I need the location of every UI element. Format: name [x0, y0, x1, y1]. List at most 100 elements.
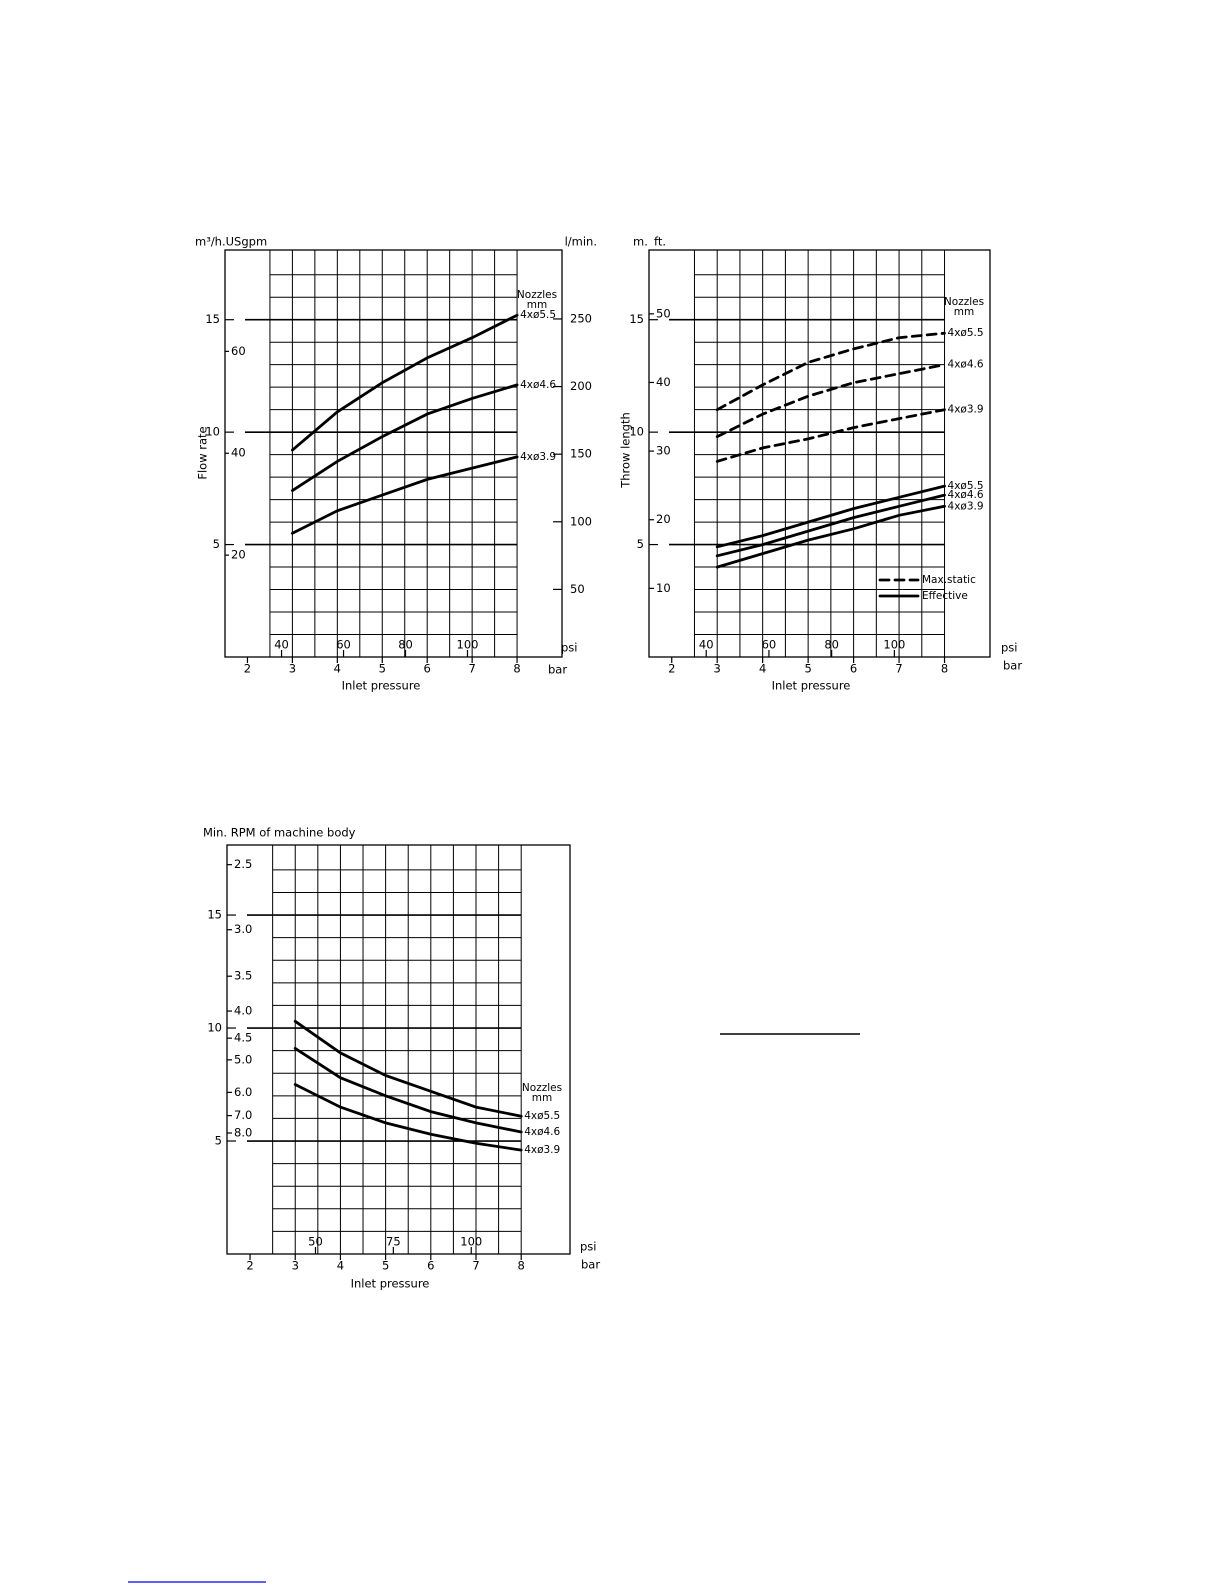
y-tick-label: 5 — [213, 537, 220, 551]
plot-frame — [224, 249, 563, 658]
x-tick-label: 4 — [759, 662, 766, 676]
chart: 5 10 15 2.5 3.0 3.5 4.0 4.5 5.0 6.0 7.0 8.0 2 3 4 5 6 7 8 5… — [203, 826, 600, 1291]
series-label: 4xø4.6 — [948, 359, 984, 371]
series-line — [715, 363, 946, 439]
x-axis-label: Inlet pressure — [342, 679, 421, 693]
x-tick-label: 6 — [850, 662, 857, 676]
x-tick-label: 2 — [246, 1259, 253, 1273]
series-label: 4xø3.9 — [948, 500, 984, 512]
y2-tick-label: 7.0 — [234, 1108, 252, 1122]
y2-unit: l/min. — [565, 235, 597, 249]
nozzles-title: Nozzles — [522, 1082, 562, 1094]
y2-tick-label: 50 — [570, 582, 585, 596]
x-tick-label: 3 — [714, 662, 721, 676]
nozzles-unit: mm — [527, 299, 547, 311]
y3-tick-label: 40 — [231, 446, 246, 460]
series-label: 4xø3.9 — [524, 1144, 560, 1156]
y3-tick-label: 60 — [231, 344, 246, 358]
x2-tick-label: 80 — [824, 638, 839, 652]
x-tick-label: 7 — [895, 662, 902, 676]
x-tick-label: 7 — [468, 662, 475, 676]
nozzles-unit: mm — [954, 306, 974, 318]
x-tick-label: 8 — [513, 662, 520, 676]
series-label: 4xø5.5 — [520, 309, 556, 321]
x-unit: bar — [1003, 659, 1022, 673]
x-unit: bar — [548, 663, 567, 677]
plot-frame — [648, 249, 991, 658]
nozzles-title: Nozzles — [944, 296, 984, 308]
y2-tick-label: 50 — [656, 306, 671, 320]
x-tick-label: 2 — [668, 662, 675, 676]
series-label: 4xø5.5 — [524, 1110, 560, 1122]
x-tick-label: 5 — [379, 662, 386, 676]
y-tick-label: 5 — [215, 1134, 222, 1148]
y-unit: m. — [633, 235, 648, 249]
x-tick-label: 4 — [337, 1259, 344, 1273]
x-tick-label: 5 — [382, 1259, 389, 1273]
y2-tick-label: 20 — [656, 512, 671, 526]
series-label: 4xø5.5 — [948, 480, 984, 492]
y2-tick-label: 2.5 — [234, 857, 252, 871]
chart-title: Min. RPM of machine body — [203, 826, 356, 840]
x2-unit: psi — [580, 1240, 597, 1254]
y-unit: m³/h.USgpm — [195, 235, 267, 249]
y2-tick-label: 250 — [570, 311, 592, 325]
y-tick-label: 10 — [205, 425, 220, 439]
nozzles-title: Nozzles — [517, 289, 557, 301]
series-line — [293, 1019, 523, 1118]
series-line — [290, 383, 519, 493]
y2-tick-label: 40 — [656, 375, 671, 389]
y-tick-label: 15 — [205, 312, 220, 326]
series-line — [290, 313, 519, 452]
y-tick-label: 15 — [207, 908, 222, 922]
x-tick-label: 5 — [804, 662, 811, 676]
x2-tick-label: 75 — [386, 1235, 401, 1249]
y-axis-label: Throw length — [619, 412, 633, 489]
y2-tick-label: 3.0 — [234, 922, 252, 936]
x2-tick-label: 60 — [336, 638, 351, 652]
series-label: 4xø3.9 — [948, 404, 984, 416]
y-axis-label: Flow rate — [196, 426, 210, 479]
y2-tick-label: 6.0 — [234, 1085, 252, 1099]
legend-label: Max.static — [922, 574, 976, 586]
y2-tick-label: 5.0 — [234, 1052, 252, 1066]
y3-tick-label: 20 — [231, 548, 246, 562]
series-label: 4xø3.9 — [520, 451, 556, 463]
x2-tick-label: 50 — [308, 1235, 323, 1249]
x-tick-label: 6 — [427, 1259, 434, 1273]
series-line — [715, 484, 946, 549]
series-line — [293, 1047, 523, 1134]
chart: 5 10 15 50 100 150 200 250 20 40 60 2 3 4 5 6 7 8 40 60 80 10… — [195, 235, 597, 693]
x-unit: bar — [581, 1258, 600, 1272]
x-tick-label: 8 — [518, 1259, 525, 1273]
series-line — [715, 504, 946, 569]
series-line — [715, 331, 946, 412]
x-tick-label: 7 — [472, 1259, 479, 1273]
x-tick-label: 6 — [424, 662, 431, 676]
series-line — [293, 1083, 523, 1152]
y2-tick-label: 3.5 — [234, 969, 252, 983]
y-tick-label: 10 — [207, 1021, 222, 1035]
x2-tick-label: 100 — [883, 638, 905, 652]
series-line — [290, 455, 519, 535]
x-tick-label: 3 — [289, 662, 296, 676]
plot-frame — [226, 844, 571, 1255]
y2-tick-label: 10 — [656, 581, 671, 595]
x2-tick-label: 40 — [274, 638, 289, 652]
y-tick-label: 5 — [637, 537, 644, 551]
x-tick-label: 4 — [334, 662, 341, 676]
y2-tick-label: 200 — [570, 379, 592, 393]
x-tick-label: 2 — [244, 662, 251, 676]
x-tick-label: 8 — [941, 662, 948, 676]
y-tick-label: 10 — [629, 425, 644, 439]
y2-unit: ft. — [654, 235, 666, 249]
series-label: 4xø4.6 — [520, 379, 556, 391]
x2-unit: psi — [1001, 641, 1018, 655]
y2-tick-label: 150 — [570, 447, 592, 461]
y2-tick-label: 4.0 — [234, 1004, 252, 1018]
nozzles-unit: mm — [532, 1092, 552, 1104]
series-line — [715, 493, 946, 558]
